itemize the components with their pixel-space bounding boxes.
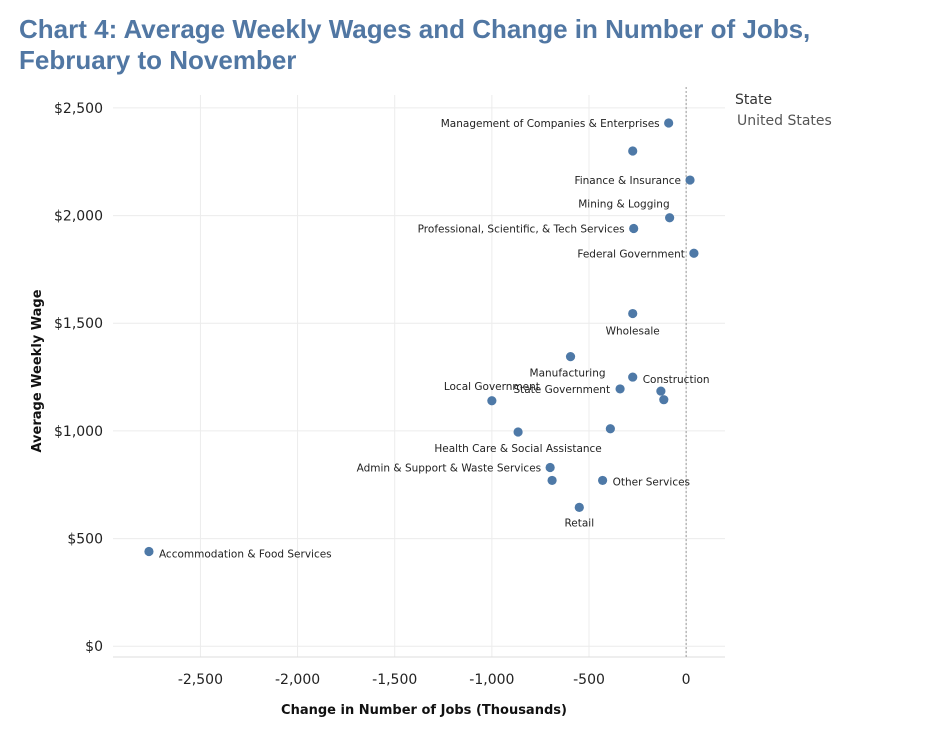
data-point-unlabeled-16 xyxy=(547,475,557,486)
data-point-mining-logging xyxy=(665,213,675,223)
y-tick-label: $2,000 xyxy=(54,209,103,225)
x-tick-label: 0 xyxy=(682,672,691,688)
data-label-retail: Retail xyxy=(564,517,594,529)
legend: State United States xyxy=(735,92,832,129)
x-tick-label: -1,000 xyxy=(469,672,514,688)
chart-title-line-1: Chart 4: Average Weekly Wages and Change… xyxy=(19,14,811,44)
y-tick-label: $0 xyxy=(85,639,103,655)
data-point-professional-scientific-tech-services xyxy=(629,223,639,234)
y-tick-label: $2,500 xyxy=(54,101,103,117)
y-axis-title: Average Weekly Wage xyxy=(30,289,45,452)
legend-title: State xyxy=(735,92,773,108)
data-label-admin-support-waste-services: Admin & Support & Waste Services xyxy=(357,463,542,475)
x-axis-title: Change in Number of Jobs (Thousands) xyxy=(281,703,567,718)
data-label-manufacturing: Manufacturing xyxy=(530,368,606,380)
data-point-unlabeled-11 xyxy=(659,395,669,405)
data-point-state-government xyxy=(615,384,625,394)
chart-title-line-2: February to November xyxy=(19,45,297,75)
data-label-wholesale: Wholesale xyxy=(606,326,660,338)
y-tick-label: $1,500 xyxy=(54,316,103,332)
data-point-unlabeled-1 xyxy=(628,146,638,156)
y-tick-label: $500 xyxy=(67,532,103,548)
data-label-mining-logging: Mining & Logging xyxy=(578,199,669,211)
data-point-manufacturing xyxy=(565,352,576,362)
data-label-professional-scientific-tech-services: Professional, Scientific, & Tech Service… xyxy=(418,224,625,236)
data-label-federal-government: Federal Government xyxy=(577,248,685,260)
y-tick-label: $1,000 xyxy=(54,424,103,440)
data-label-other-services: Other Services xyxy=(613,476,690,488)
data-point-construction xyxy=(628,372,638,382)
data-point-unlabeled-10 xyxy=(656,386,666,396)
data-label-health-care-social-assistance: Health Care & Social Assistance xyxy=(434,443,601,455)
data-point-unlabeled-13 xyxy=(605,424,615,434)
x-tick-label: -2,500 xyxy=(178,672,223,688)
data-point-admin-support-waste-services xyxy=(545,462,555,473)
data-point-other-services xyxy=(598,475,608,486)
data-point-wholesale xyxy=(628,308,638,319)
legend-item-united-states[interactable]: United States xyxy=(737,113,832,129)
x-tick-label: -2,000 xyxy=(275,672,320,688)
x-tick-label: -500 xyxy=(573,672,605,688)
data-point-retail xyxy=(574,502,584,512)
chart-title: Chart 4: Average Weekly Wages and Change… xyxy=(19,14,899,76)
data-point-management-of-companies-enterprises xyxy=(664,118,674,128)
data-point-finance-insurance xyxy=(685,175,695,185)
data-label-state-government: State Government xyxy=(513,384,610,396)
data-label-local-government: Local Government xyxy=(444,381,540,393)
data-point-local-government xyxy=(487,396,497,406)
data-point-health-care-social-assistance xyxy=(513,427,523,437)
data-label-management-of-companies-enterprises: Management of Companies & Enterprises xyxy=(441,118,660,130)
data-point-accommodation-food-services xyxy=(144,546,154,557)
data-label-accommodation-food-services: Accommodation & Food Services xyxy=(159,548,332,560)
x-tick-label: -1,500 xyxy=(372,672,417,688)
data-label-finance-insurance: Finance & Insurance xyxy=(574,175,681,187)
data-label-construction: Construction xyxy=(643,374,710,386)
data-point-federal-government xyxy=(689,248,699,258)
